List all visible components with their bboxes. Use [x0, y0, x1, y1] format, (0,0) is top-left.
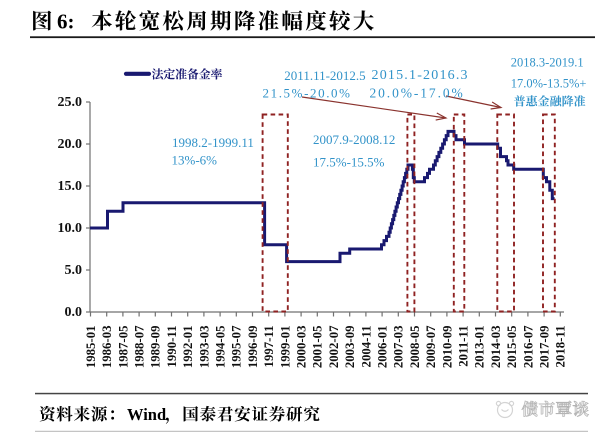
svg-text:2013-01: 2013-01 [473, 326, 487, 369]
svg-text:20.0%-17.0%: 20.0%-17.0% [370, 86, 465, 101]
svg-text:2002-07: 2002-07 [327, 325, 341, 368]
svg-text:25.0: 25.0 [58, 95, 83, 110]
svg-text:1986-03: 1986-03 [100, 326, 114, 369]
svg-text:1998.2-1999.11: 1998.2-1999.11 [172, 135, 254, 150]
svg-text:1987-05: 1987-05 [116, 326, 130, 369]
svg-text:1999-01: 1999-01 [278, 326, 292, 369]
svg-text:17.5%-15.5%: 17.5%-15.5% [313, 155, 385, 170]
svg-text:2006-01: 2006-01 [376, 326, 390, 369]
svg-text:2015-05: 2015-05 [505, 326, 519, 369]
svg-text:1993-03: 1993-03 [197, 326, 211, 369]
svg-text:2007.9-2008.12: 2007.9-2008.12 [313, 132, 395, 147]
svg-text:2008-05: 2008-05 [408, 326, 422, 369]
svg-text:0.0: 0.0 [65, 305, 83, 320]
svg-text:13%-6%: 13%-6% [172, 153, 218, 168]
svg-text:1995-07: 1995-07 [230, 325, 244, 368]
svg-text:2018-11: 2018-11 [554, 326, 568, 368]
svg-text:2001-05: 2001-05 [311, 326, 325, 369]
svg-text:2016-07: 2016-07 [521, 325, 535, 368]
svg-text:2007-03: 2007-03 [392, 326, 406, 369]
svg-text:5.0: 5.0 [65, 263, 83, 278]
svg-text:20.0: 20.0 [58, 137, 83, 152]
svg-text:2011.11-2012.5: 2011.11-2012.5 [284, 68, 365, 83]
svg-text:21.5%-20.0%: 21.5%-20.0% [263, 86, 352, 101]
svg-text:1996-09: 1996-09 [246, 326, 260, 369]
svg-text:2010-09: 2010-09 [440, 326, 454, 369]
svg-text:2011-11: 2011-11 [457, 326, 471, 367]
svg-text:2015.1-2016.3: 2015.1-2016.3 [372, 68, 469, 83]
svg-text:2004-11: 2004-11 [359, 326, 373, 368]
svg-text:1992-01: 1992-01 [181, 326, 195, 369]
svg-text:1989-09: 1989-09 [149, 326, 163, 369]
svg-text:2014-03: 2014-03 [489, 326, 503, 369]
svg-text:1994-05: 1994-05 [214, 326, 228, 369]
svg-text:1997-11: 1997-11 [262, 326, 276, 368]
svg-text:15.0: 15.0 [58, 179, 83, 194]
svg-text:2017-09: 2017-09 [538, 326, 552, 369]
svg-text:6:: 6: [57, 10, 75, 34]
svg-text:1988-07: 1988-07 [133, 325, 147, 368]
svg-text:1985-01: 1985-01 [84, 326, 98, 369]
svg-text:2009-07: 2009-07 [424, 325, 438, 368]
svg-text:2003-09: 2003-09 [343, 326, 357, 369]
svg-text:10.0: 10.0 [58, 221, 83, 236]
svg-text:1990-11: 1990-11 [165, 326, 179, 368]
svg-text:17.0%-13.5%+: 17.0%-13.5%+ [511, 77, 587, 91]
svg-text:2018.3-2019.1: 2018.3-2019.1 [511, 56, 584, 70]
svg-text:2000-03: 2000-03 [295, 326, 309, 369]
svg-text:Wind: Wind [127, 405, 166, 424]
